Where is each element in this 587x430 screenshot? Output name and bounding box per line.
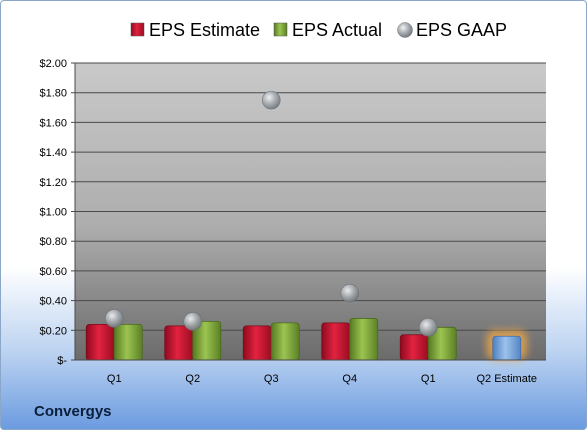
- y-tick-label: $0.60: [39, 266, 67, 278]
- y-tick-label: $0.40: [39, 296, 67, 308]
- bar-eps-actual: [270, 322, 300, 361]
- y-axis: $2.00 $1.80 $1.60 $1.40 $1.20 $1.00 $0.80 $0.60…: [39, 58, 76, 367]
- legend-swatch: [130, 22, 145, 37]
- legend-label: EPS GAAP: [416, 20, 507, 40]
- y-tick-label: $1.80: [39, 88, 67, 100]
- legend-swatch: [397, 22, 413, 38]
- y-tick-label: $1.40: [39, 147, 67, 159]
- point-eps-gaap: [183, 312, 203, 331]
- bars: [85, 318, 527, 361]
- y-tick-label: $-: [57, 355, 67, 367]
- x-axis: Q1 Q2 Q3 Q4 Q1 Q2 Estimate: [75, 359, 546, 385]
- y-tick-label: $1.00: [39, 207, 67, 219]
- y-tick-label: $1.20: [39, 177, 67, 189]
- point-eps-gaap: [104, 309, 124, 328]
- point-eps-gaap: [261, 90, 281, 110]
- bar-eps-estimate: [85, 323, 115, 361]
- bar-eps-estimate-forecast: [492, 335, 522, 361]
- legend-label: EPS Actual: [292, 20, 382, 40]
- y-tick-label: $2.00: [39, 58, 67, 70]
- point-eps-gaap: [340, 283, 360, 303]
- legend-swatch: [273, 22, 288, 37]
- company-name: Convergys: [34, 403, 112, 420]
- bar-eps-actual: [113, 323, 143, 361]
- y-tick-label: $0.80: [39, 236, 67, 248]
- bar-eps-estimate: [399, 334, 429, 361]
- bar-eps-estimate: [164, 325, 194, 361]
- legend-label: EPS Estimate: [149, 20, 260, 40]
- bar-eps-actual: [349, 318, 379, 361]
- x-tick-label: Q1: [421, 373, 436, 385]
- y-tick-label: $1.60: [39, 117, 67, 129]
- legend: EPS Estimate EPS Actual EPS GAAP: [130, 20, 507, 40]
- bar-eps-estimate: [242, 325, 272, 361]
- y-tick-label: $0.20: [39, 325, 67, 337]
- x-tick-label: Q1: [107, 373, 122, 385]
- x-tick-label: Q2 Estimate: [476, 373, 537, 385]
- gaap-points: [104, 90, 438, 337]
- x-tick-label: Q4: [342, 373, 357, 385]
- point-eps-gaap: [418, 318, 438, 337]
- bar-eps-estimate: [321, 322, 351, 361]
- x-tick-label: Q3: [264, 373, 279, 385]
- x-tick-label: Q2: [185, 373, 200, 385]
